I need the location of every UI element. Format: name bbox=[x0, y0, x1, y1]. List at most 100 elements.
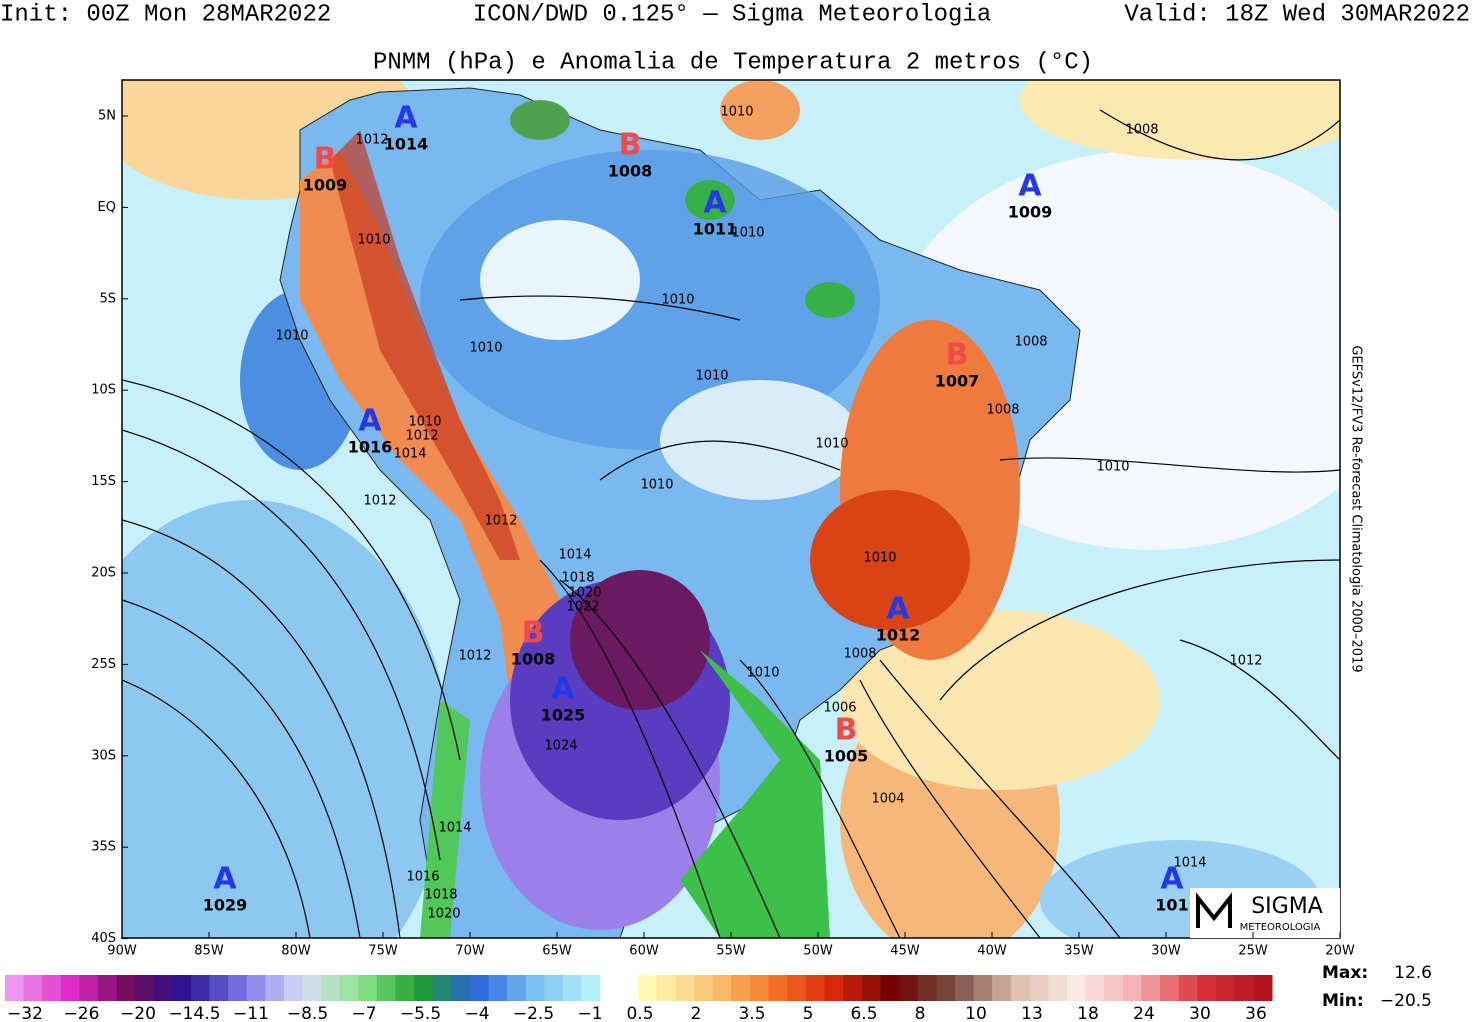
contour-label: 1010 bbox=[720, 105, 753, 120]
model-name: ICON/DWD 0.125° — Sigma Meteorologia bbox=[473, 1, 991, 28]
contour-label: 1010 bbox=[863, 551, 896, 566]
colorbar-box bbox=[451, 975, 471, 1001]
colorbar-box bbox=[787, 975, 807, 1001]
colorbar-box bbox=[469, 975, 489, 1001]
map-area bbox=[122, 80, 1340, 938]
contour-label: 1014 bbox=[1173, 856, 1206, 871]
center-value: 1005 bbox=[824, 747, 869, 766]
center-value: 1008 bbox=[511, 650, 556, 669]
colorbar-label: 3.5 bbox=[738, 1004, 765, 1022]
logo-box bbox=[1190, 888, 1340, 938]
contour-label: 1018 bbox=[561, 571, 594, 586]
colorbar-box bbox=[880, 975, 900, 1001]
colorbar-box bbox=[116, 975, 136, 1001]
colorbar-box bbox=[79, 975, 99, 1001]
colorbar-label: −4 bbox=[464, 1004, 489, 1022]
center-value: 1016 bbox=[348, 438, 393, 457]
min-value: −20.5 bbox=[1380, 991, 1432, 1011]
center-letter: A bbox=[703, 186, 727, 221]
max-value: 12.6 bbox=[1394, 963, 1432, 983]
colorbar-label: 36 bbox=[1245, 1004, 1267, 1022]
lat-label: 20S bbox=[91, 566, 116, 581]
contour-label: 1010 bbox=[357, 233, 390, 248]
colorbar-box bbox=[562, 975, 582, 1001]
logo: SIGMA METEOROLOGIA bbox=[1190, 888, 1340, 938]
colorbar-label: −1 bbox=[577, 1004, 602, 1022]
lon-label: 90W bbox=[107, 944, 137, 959]
colorbar-label: 0.5 bbox=[626, 1004, 653, 1022]
contour-label: 1008 bbox=[1014, 335, 1047, 350]
contour-label: 1020 bbox=[427, 907, 460, 922]
center-value: 1012 bbox=[876, 626, 921, 645]
contour-label: 1010 bbox=[275, 329, 308, 344]
center-letter: B bbox=[835, 713, 858, 748]
colorbar-label: −11 bbox=[233, 1004, 269, 1022]
colorbar-box bbox=[414, 975, 434, 1001]
side-note: GEFSv12/FV3 Re-forecast Climatologia 200… bbox=[1349, 345, 1364, 672]
lat-label: EQ bbox=[98, 200, 116, 215]
colorbar-label: 13 bbox=[1021, 1004, 1043, 1022]
contour-label: 1008 bbox=[843, 647, 876, 662]
contour-label: 1010 bbox=[408, 415, 441, 430]
lon-label: 75W bbox=[368, 944, 398, 959]
colorbar-box bbox=[656, 975, 676, 1001]
contour-label: 1010 bbox=[469, 341, 502, 356]
contour-label: 1020 bbox=[568, 586, 601, 601]
lon-label: 60W bbox=[629, 944, 659, 959]
colorbar-box bbox=[302, 975, 322, 1001]
lat-label: 30S bbox=[91, 748, 116, 763]
contour-label: 1024 bbox=[544, 739, 577, 754]
lat-label: 15S bbox=[91, 474, 116, 489]
contour-label: 1010 bbox=[746, 666, 779, 681]
lon-label: 55W bbox=[716, 944, 746, 959]
colorbar-box bbox=[1234, 975, 1254, 1001]
colorbar-box bbox=[172, 975, 192, 1001]
contour-label: 1010 bbox=[661, 293, 694, 308]
lat-label: 5S bbox=[99, 291, 116, 306]
lat-label: 5N bbox=[98, 109, 116, 124]
colorbar-box bbox=[246, 975, 266, 1001]
max-label: Max: bbox=[1322, 963, 1368, 983]
colorbar-box bbox=[1048, 975, 1068, 1001]
contour-label: 1010 bbox=[815, 437, 848, 452]
colorbar-box bbox=[917, 975, 937, 1001]
contour-label: 1008 bbox=[986, 403, 1019, 418]
colorbar-box bbox=[60, 975, 80, 1001]
colorbar-box bbox=[712, 975, 732, 1001]
contour-label: 1010 bbox=[640, 478, 673, 493]
lat-label: 25S bbox=[91, 657, 116, 672]
colorbar-box bbox=[209, 975, 229, 1001]
contour-label: 1012 bbox=[458, 649, 491, 664]
logo-name: SIGMA bbox=[1251, 894, 1323, 919]
colorbar-box bbox=[5, 975, 25, 1001]
colorbar-box bbox=[395, 975, 415, 1001]
colorbar-box bbox=[1066, 975, 1087, 1001]
lon-label: 25W bbox=[1238, 944, 1268, 959]
colorbar-label: 2 bbox=[691, 1004, 702, 1022]
colorbar-label: −14.5 bbox=[168, 1004, 220, 1022]
colorbar-box bbox=[675, 975, 695, 1001]
center-value: 1025 bbox=[541, 706, 586, 725]
colorbar-label: −8.5 bbox=[287, 1004, 328, 1022]
center-value: 101 bbox=[1155, 896, 1188, 915]
lon-label: 20W bbox=[1325, 944, 1355, 959]
colorbar-box bbox=[23, 975, 43, 1001]
center-letter: B bbox=[522, 616, 545, 651]
colorbar-box bbox=[693, 975, 714, 1001]
center-value: 1009 bbox=[303, 176, 348, 195]
colorbar-box bbox=[899, 975, 919, 1001]
contour-label: 1010 bbox=[1096, 460, 1129, 475]
contour-label: 1022 bbox=[566, 600, 599, 615]
colorbar-box bbox=[768, 975, 788, 1001]
colorbar-label: −5.5 bbox=[400, 1004, 441, 1022]
colorbar-box bbox=[1010, 975, 1031, 1001]
lon-label: 35W bbox=[1064, 944, 1094, 959]
colorbar-box bbox=[358, 975, 378, 1001]
contour-label: 1012 bbox=[484, 514, 517, 529]
center-letter: B bbox=[946, 338, 969, 373]
contour-label: 1006 bbox=[823, 701, 856, 716]
colorbar-box bbox=[283, 975, 303, 1001]
colorbar-box bbox=[190, 975, 211, 1001]
center-value: 1009 bbox=[1008, 203, 1053, 222]
contour-label: 1012 bbox=[355, 133, 388, 148]
